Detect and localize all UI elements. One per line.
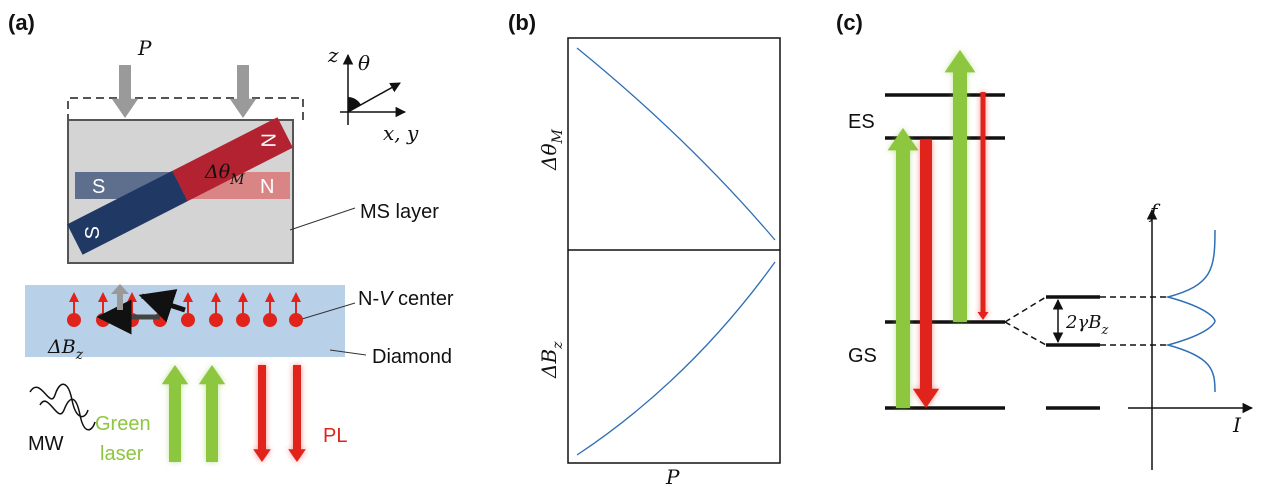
diamond-label: Diamond bbox=[372, 346, 452, 368]
curve bbox=[577, 262, 775, 455]
gs-label: GS bbox=[848, 345, 877, 367]
nv-dot bbox=[263, 313, 277, 327]
green-laser-arrow bbox=[162, 365, 188, 462]
pressure-arrow bbox=[230, 65, 256, 118]
energy-levels bbox=[885, 95, 1100, 408]
angle-wedge bbox=[348, 97, 361, 112]
splitting-label: 2γBz bbox=[1065, 312, 1108, 338]
axis-label: θ bbox=[358, 51, 370, 75]
mw-label: MW bbox=[28, 433, 64, 455]
page: {"panel_a": {"label": "(a)", "pressure":… bbox=[0, 0, 1272, 487]
figure: (a) P S N S N ΔθM z θ x, y MS layer N-V … bbox=[0, 0, 1272, 487]
y-axis-label: ΔθM bbox=[537, 129, 566, 171]
pressure-label: P bbox=[137, 36, 152, 60]
magnet-label: N bbox=[258, 133, 280, 147]
nv-dot bbox=[209, 313, 223, 327]
emission-arrow bbox=[978, 92, 989, 320]
pressure-arrow bbox=[112, 65, 138, 118]
nv-dot bbox=[181, 313, 195, 327]
axis-label: z bbox=[327, 43, 339, 67]
green-laser-label: laser bbox=[100, 443, 144, 465]
leader-line bbox=[290, 208, 355, 230]
magnet-label: S bbox=[82, 226, 104, 239]
excitation-arrow bbox=[945, 50, 976, 322]
nv-dot bbox=[67, 313, 81, 327]
magnet-label: S bbox=[92, 176, 105, 198]
axis-label: f bbox=[1148, 199, 1161, 223]
spectrum-curve bbox=[1168, 230, 1215, 392]
nv-dot bbox=[289, 313, 303, 327]
panel-label: (b) bbox=[508, 10, 536, 35]
ms-layer-label: MS layer bbox=[360, 201, 439, 223]
x-axis-label: P bbox=[665, 465, 680, 487]
panel-label: (a) bbox=[8, 10, 35, 35]
curve bbox=[577, 48, 775, 240]
green-laser-arrow bbox=[199, 365, 225, 462]
pl-arrow bbox=[288, 365, 306, 462]
pl-label: PL bbox=[323, 425, 347, 447]
dashed-outline bbox=[68, 98, 303, 122]
y-axis-label: ΔBz bbox=[537, 341, 566, 379]
nv-dot bbox=[236, 313, 250, 327]
magnet-label: N bbox=[260, 176, 274, 198]
axis-label: x, y bbox=[383, 121, 419, 145]
excitation-arrow bbox=[888, 128, 919, 408]
axis-label: I bbox=[1232, 413, 1242, 437]
green-laser-label: Green bbox=[95, 413, 151, 435]
mw-wave bbox=[30, 384, 95, 429]
emission-arrow bbox=[913, 140, 939, 408]
nv-center-label: N-V center bbox=[358, 288, 454, 310]
es-label: ES bbox=[848, 111, 875, 133]
panel-label: (c) bbox=[836, 10, 863, 35]
pl-arrow bbox=[253, 365, 271, 462]
